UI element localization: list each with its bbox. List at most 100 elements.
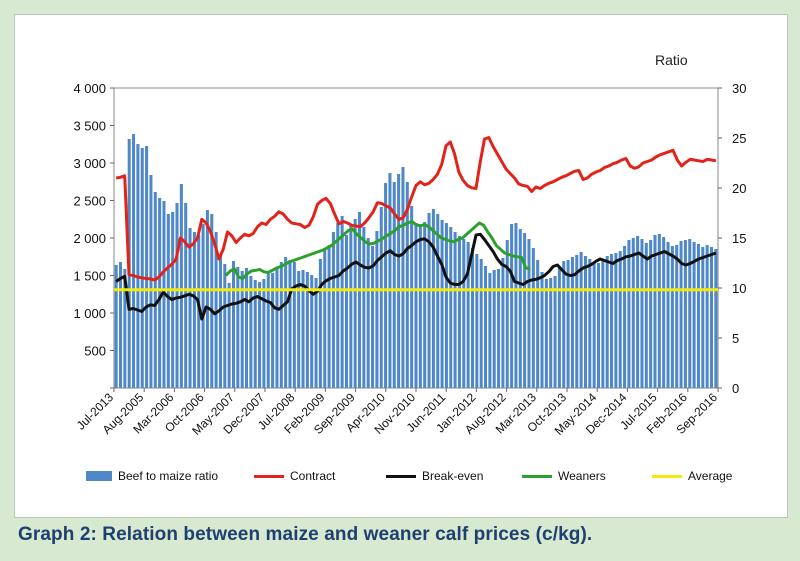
ratio-bar xyxy=(662,237,666,388)
ratio-bar xyxy=(114,265,118,388)
ratio-bar xyxy=(588,259,592,388)
ratio-bar xyxy=(227,283,231,388)
ratio-bar xyxy=(431,209,435,388)
left-axis-tick-label: 2 000 xyxy=(73,231,106,246)
ratio-bar xyxy=(301,270,305,388)
ratio-bar xyxy=(618,251,622,388)
ratio-bar xyxy=(423,222,427,388)
ratio-bar xyxy=(284,257,288,388)
ratio-bar xyxy=(449,227,453,388)
ratio-bar xyxy=(336,223,340,388)
left-axis-tick-label: 3 000 xyxy=(73,156,106,171)
ratio-bar xyxy=(518,229,522,388)
ratio-bar xyxy=(236,267,240,388)
legend-label: Average xyxy=(688,469,733,483)
ratio-bar xyxy=(536,260,540,388)
ratio-bar xyxy=(562,261,566,388)
ratio-bar xyxy=(149,175,153,388)
right-axis-tick-label: 30 xyxy=(732,81,746,96)
ratio-bar xyxy=(549,278,553,388)
ratio-bar xyxy=(188,228,192,388)
ratio-bar xyxy=(679,241,683,388)
legend-item-contract: Contract xyxy=(254,466,335,486)
ratio-bar xyxy=(592,262,596,388)
ratio-bar xyxy=(245,268,249,388)
right-axis-tick-label: 15 xyxy=(732,231,746,246)
ratio-bar xyxy=(688,239,692,388)
ratio-bar xyxy=(570,257,574,388)
left-axis-tick-label: 1 500 xyxy=(73,269,106,284)
ratio-bar xyxy=(397,174,401,388)
ratio-bar xyxy=(470,248,475,388)
ratio-bar xyxy=(492,270,496,388)
ratio-bar xyxy=(540,272,544,388)
ratio-bar xyxy=(362,227,366,388)
ratio-bar xyxy=(488,273,492,388)
ratio-bar xyxy=(531,248,535,388)
ratio-bar xyxy=(566,260,570,388)
ratio-bar xyxy=(640,239,644,388)
right-axis-tick-label: 10 xyxy=(732,281,746,296)
ratio-bar xyxy=(384,183,388,388)
ratio-bar xyxy=(175,203,179,388)
legend-label: Beef to maize ratio xyxy=(118,469,219,483)
ratio-bar xyxy=(201,224,205,388)
ratio-bar xyxy=(192,232,196,388)
ratio-bar xyxy=(132,134,136,388)
ratio-bar xyxy=(158,198,162,388)
ratio-bar xyxy=(523,233,527,388)
ratio-bar xyxy=(427,213,431,388)
ratio-bar xyxy=(392,182,396,388)
ratio-bar xyxy=(544,279,548,388)
series-line-weaners xyxy=(224,220,531,280)
ratio-bar xyxy=(696,244,700,388)
ratio-bar xyxy=(436,214,440,388)
ratio-bar xyxy=(210,214,214,388)
ratio-bar xyxy=(166,214,170,388)
ratio-bar xyxy=(644,243,648,388)
ratio-bar xyxy=(557,267,561,388)
ratio-bar xyxy=(714,249,718,388)
ratio-bar xyxy=(683,240,687,388)
ratio-bar xyxy=(649,240,653,388)
ratio-bar xyxy=(418,224,422,388)
ratio-bar xyxy=(514,223,518,388)
ratio-bar xyxy=(414,223,418,388)
ratio-bar xyxy=(323,250,327,388)
ratio-bar xyxy=(366,238,370,388)
ratio-bar xyxy=(457,236,461,388)
ratio-bar xyxy=(497,269,501,388)
ratio-bar xyxy=(705,245,709,388)
ratio-bar xyxy=(314,278,318,388)
ratio-bar xyxy=(410,206,414,388)
ratio-bar xyxy=(292,262,296,388)
ratio-bar xyxy=(249,276,253,388)
ratio-bar xyxy=(258,282,262,388)
ratio-bar xyxy=(305,272,309,388)
ratio-bar xyxy=(279,262,283,388)
ratio-bar xyxy=(675,245,679,388)
legend-item-breakeven: Break-even xyxy=(386,466,483,486)
ratio-bar xyxy=(136,144,140,388)
left-axis-tick-label: 4 000 xyxy=(73,81,106,96)
ratio-bar xyxy=(601,261,605,388)
ratio-bar xyxy=(288,260,292,388)
legend-label: Break-even xyxy=(422,469,484,483)
ratio-bar xyxy=(357,212,362,388)
right-axis-tick-label: 20 xyxy=(732,181,746,196)
legend-label: Contract xyxy=(290,469,336,483)
ratio-bar xyxy=(475,254,479,388)
ratio-bar xyxy=(119,262,123,388)
ratio-bar xyxy=(579,252,583,388)
ratio-bar xyxy=(223,264,227,388)
right-axis-tick-label: 5 xyxy=(732,331,739,346)
ratio-bar xyxy=(353,219,357,388)
ratio-bar xyxy=(692,242,696,388)
ratio-bar xyxy=(653,235,657,388)
ratio-bar xyxy=(318,259,322,388)
legend-swatch-line xyxy=(652,474,682,478)
ratio-bar xyxy=(627,240,631,388)
ratio-bar xyxy=(479,259,483,388)
ratio-bar xyxy=(214,232,218,388)
ratio-bar xyxy=(444,223,448,388)
